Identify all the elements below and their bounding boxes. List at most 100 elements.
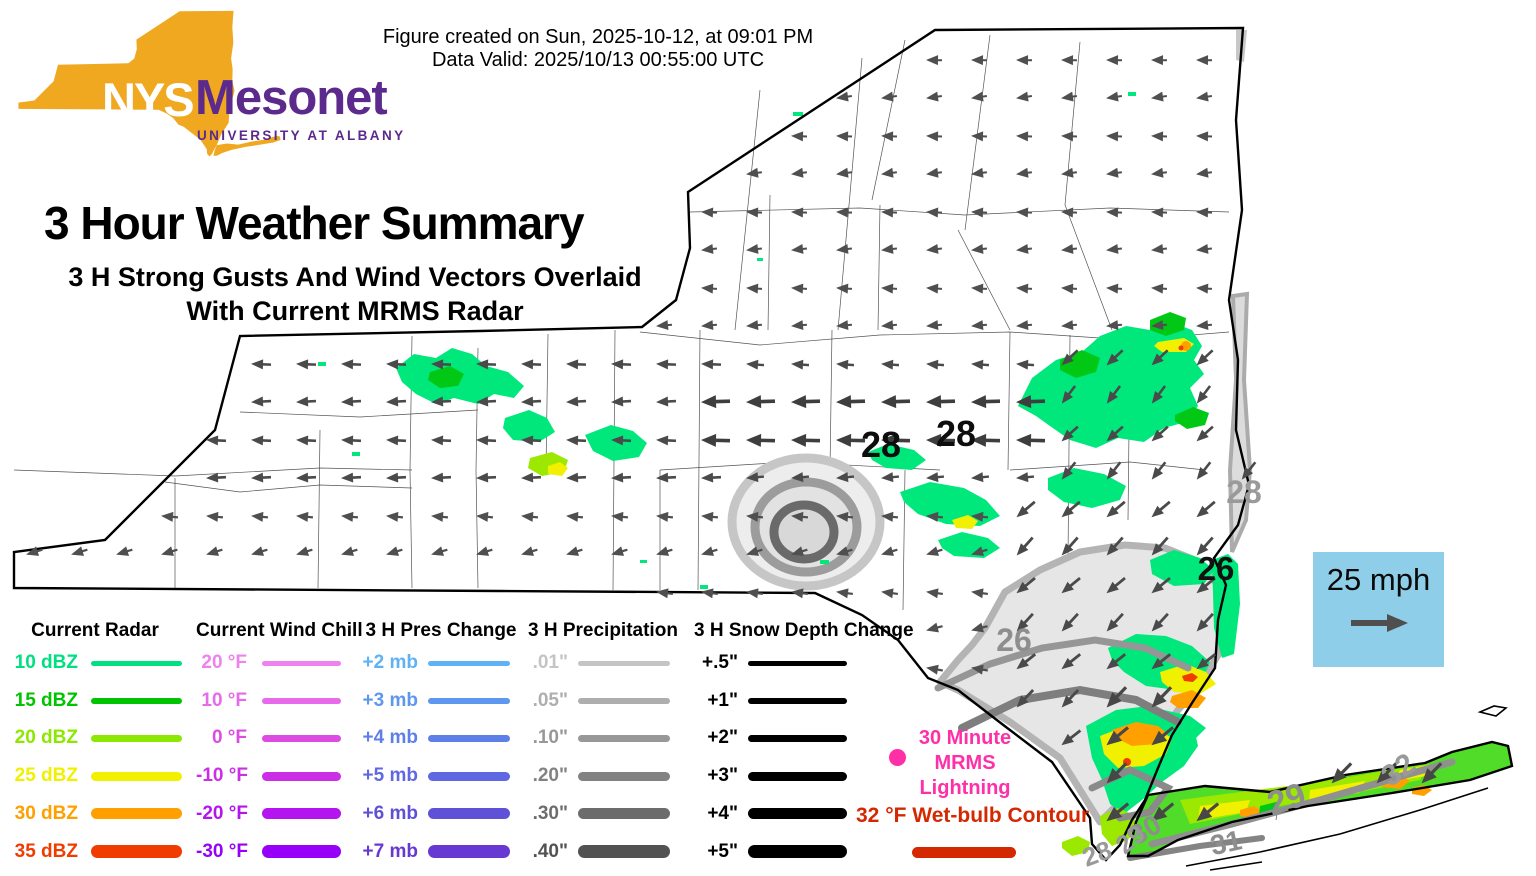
wind-arrow-icon <box>1151 686 1173 708</box>
wind-arrow-icon <box>1151 349 1169 366</box>
wind-arrow-icon <box>971 472 990 483</box>
wind-arrow-icon <box>1016 283 1033 294</box>
wind-arrow-icon <box>1061 283 1078 294</box>
legend-row-line <box>578 808 670 820</box>
wind-arrow-icon <box>566 359 587 370</box>
wind-arrow-icon <box>611 435 632 446</box>
wind-arrow-icon <box>971 511 989 522</box>
wind-arrow-icon <box>836 207 853 218</box>
wind-arrow-icon <box>881 283 898 294</box>
wind-arrow-icon <box>656 320 673 331</box>
legend-row-label: +5" <box>707 840 738 862</box>
wind-arrow-icon <box>971 433 1001 447</box>
legend-row-line <box>578 697 670 704</box>
wind-arrow-icon <box>206 511 224 522</box>
wind-arrow-icon <box>836 320 853 331</box>
wind-arrow-icon <box>1061 243 1078 254</box>
wind-arrow-icon <box>971 167 988 178</box>
wind-arrow-icon <box>296 359 317 370</box>
wind-arrow-icon <box>1151 167 1168 178</box>
legend-row-label: 30 dBZ <box>14 802 78 824</box>
wind-arrow-icon <box>971 359 990 370</box>
gust-contour-label: 26 <box>1198 550 1235 587</box>
legend-row-label: +4 mb <box>362 727 418 749</box>
legend-row-line <box>91 845 182 858</box>
wind-arrow-icon <box>1151 425 1169 442</box>
subtitle-line-2: With Current MRMS Radar <box>186 296 524 326</box>
legend-row-line <box>428 845 510 858</box>
legend-row: .20" <box>528 761 670 791</box>
legend-row-line <box>748 734 847 742</box>
legend-row: 15 dBZ <box>6 686 182 716</box>
wind-arrow-icon <box>386 511 404 522</box>
legend-row-label: +.5" <box>702 652 738 673</box>
wind-scale-box: 25 mph <box>1313 552 1444 667</box>
wind-arrow-icon <box>341 396 362 407</box>
wind-arrow-icon <box>791 283 808 294</box>
legend-row: 10 dBZ <box>6 648 182 678</box>
wind-arrow-icon <box>611 511 629 522</box>
wind-arrow-icon <box>836 243 853 254</box>
legend-row: +2 mb <box>362 648 510 678</box>
gust-contour-label: 28 <box>1226 474 1262 510</box>
legend-row-label: +5 mb <box>362 765 418 787</box>
wind-arrow-icon <box>1196 91 1213 102</box>
legend-row: +5 mb <box>362 761 510 791</box>
logo-university-text: UNIVERSITY AT ALBANY <box>197 128 406 143</box>
wind-arrow-icon <box>521 546 538 556</box>
gust-contour-label: 28 <box>861 424 901 465</box>
legend-row-line <box>262 660 341 666</box>
wind-arrow-icon <box>1016 395 1046 409</box>
wind-arrow-icon <box>1106 385 1122 404</box>
wind-arrow-icon <box>1151 207 1168 218</box>
legend-header-pres: 3 H Pres Change <box>365 620 517 641</box>
wind-arrow-icon <box>1196 243 1213 254</box>
wind-arrow-icon <box>881 472 900 483</box>
legend-row-label: .10" <box>532 727 568 749</box>
wind-arrow-icon <box>926 91 943 102</box>
wind-vector-field <box>26 55 1443 822</box>
legend-row-label: -30 °F <box>196 840 248 862</box>
legend-row-label: 35 dBZ <box>14 840 78 862</box>
wind-arrow-icon <box>1016 653 1037 670</box>
legend-row-line <box>91 734 182 742</box>
wind-arrow-icon <box>611 396 632 407</box>
wind-arrow-icon <box>521 396 542 407</box>
wind-arrow-icon <box>1106 55 1123 66</box>
wind-arrow-icon <box>431 359 452 370</box>
right-arrow-icon <box>1351 614 1408 632</box>
wind-arrow-icon <box>1061 612 1079 632</box>
wind-arrow-icon <box>1061 729 1082 746</box>
wind-arrow-icon <box>701 433 731 447</box>
wind-arrow-icon <box>1151 461 1167 480</box>
wind-arrow-icon <box>746 359 765 370</box>
legend-row-label: +3 mb <box>362 689 418 711</box>
wind-arrow-icon <box>701 511 719 522</box>
wind-arrow-icon <box>1016 167 1033 178</box>
wind-arrow-icon <box>251 546 268 556</box>
wind-arrow-icon <box>1151 131 1168 142</box>
wind-arrow-icon <box>1151 536 1169 556</box>
wind-arrow-icon <box>1196 131 1213 142</box>
wind-arrow-icon <box>1106 686 1128 708</box>
wind-arrow-icon <box>161 511 179 522</box>
wind-arrow-icon <box>791 588 809 599</box>
wind-arrow-icon <box>701 283 718 294</box>
legend-row: +4" <box>700 799 847 829</box>
wind-arrow-icon <box>971 320 988 331</box>
wind-arrow-icon <box>251 472 272 483</box>
legend-row: -30 °F <box>196 837 341 867</box>
legend-row-label: -10 °F <box>196 765 248 787</box>
wind-arrow-icon <box>386 396 407 407</box>
wind-arrow-icon <box>1106 349 1124 366</box>
legend-row-label: +2" <box>707 727 738 749</box>
wind-arrow-icon <box>431 472 452 483</box>
wind-arrow-icon <box>881 320 898 331</box>
wind-arrow-icon <box>1016 500 1036 518</box>
wind-arrow-icon <box>611 546 628 556</box>
wind-arrow-icon <box>836 546 853 556</box>
wind-arrow-icon <box>386 359 407 370</box>
wind-arrow-icon <box>791 433 821 447</box>
wind-arrow-icon <box>521 359 542 370</box>
